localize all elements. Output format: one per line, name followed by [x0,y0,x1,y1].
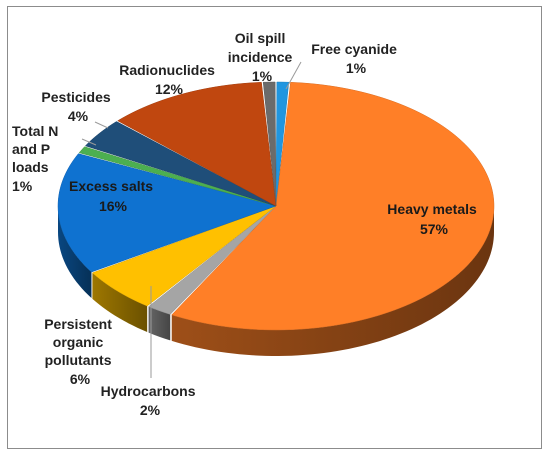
label-pesticides: Pesticides 4% [41,89,114,124]
label-oil-spill-incidence: Oil spill incidence 1% [228,30,296,84]
slice-excess-salts [57,153,277,273]
slice-oil-spill-incidence [262,81,277,207]
label-free-cyanide: Free cyanide 1% [311,41,401,76]
slice-persistent-organic-pollutants [91,205,277,307]
slice-side-heavy-metals [171,206,495,356]
leader-line [285,61,302,90]
label-excess-salts: Excess salts 16% [69,178,157,214]
pie-sides [58,206,495,356]
leader-line [81,138,97,146]
leader-line [94,121,109,129]
slice-side-excess-salts [58,206,92,299]
label-hydrocarbons: Hydrocarbons 2% [101,383,200,418]
label-persistent-organic-pollutants: Persistent organic pollutants 6% [44,316,116,387]
slice-side-hydrocarbons [148,306,171,341]
slice-radionuclides [117,82,277,207]
label-radionuclides: Radionuclides 12% [119,62,219,97]
slice-hydrocarbons [148,205,277,315]
slice-heavy-metals [171,82,495,331]
slice-pesticides [84,121,277,207]
label-heavy-metals: Heavy metals 57% [387,201,480,237]
slice-free-cyanide [275,81,290,207]
label-total-n-and-p-loads: Total N and P loads 1% [12,123,62,194]
slice-side-persistent-organic-pollutants [92,272,148,333]
slice-total-n-and-p-loads [78,146,277,207]
leader-lines [81,61,302,378]
pie-tops [57,81,495,331]
